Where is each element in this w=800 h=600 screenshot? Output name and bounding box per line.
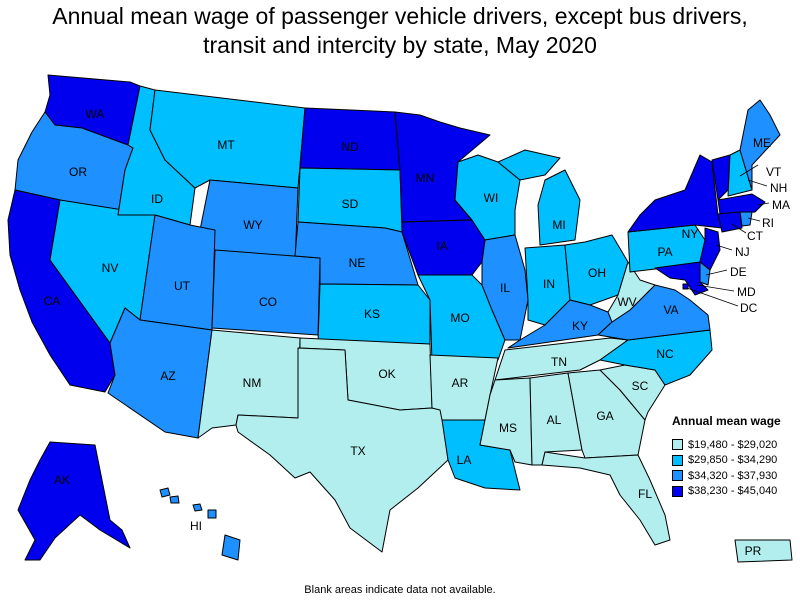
- state-label-la: LA: [457, 453, 472, 467]
- state-label-oh: OH: [588, 266, 606, 280]
- state-label-nh: NH: [770, 181, 787, 195]
- state-label-mn: MN: [416, 171, 435, 185]
- state-label-sd: SD: [342, 197, 359, 211]
- state-label-ia: IA: [436, 239, 447, 253]
- legend-item-1: $19,480 - $29,020: [672, 437, 800, 453]
- state-label-fl: FL: [638, 487, 652, 501]
- state-label-de: DE: [730, 265, 747, 279]
- state-label-va: VA: [663, 303, 678, 317]
- state-me[interactable]: [739, 99, 781, 191]
- legend-label-1: $19,480 - $29,020: [688, 438, 778, 451]
- state-label-in: IN: [543, 277, 555, 291]
- legend-item-3: $34,320 - $37,930: [672, 468, 800, 484]
- state-label-nm: NM: [243, 376, 262, 390]
- legend-label-4: $38,230 - $45,040: [688, 485, 778, 498]
- legend-swatch-1: [672, 439, 683, 451]
- state-labels: WA OR CA NV ID MT WY UT AZ CO NM ND SD N…: [44, 107, 790, 558]
- legend-title: Annual mean wage: [672, 414, 781, 428]
- legend-item-4: $38,230 - $45,040: [672, 484, 800, 500]
- state-label-ri: RI: [762, 216, 774, 230]
- state-ma[interactable]: [717, 193, 766, 215]
- state-label-az: AZ: [160, 369, 175, 383]
- footnote: Blank areas indicate data not available.: [304, 584, 496, 596]
- state-label-nd: ND: [341, 140, 359, 154]
- state-co[interactable]: [211, 249, 321, 336]
- state-label-mt: MT: [217, 138, 235, 152]
- state-tx[interactable]: [235, 347, 449, 553]
- state-ak[interactable]: [17, 441, 131, 561]
- state-hi[interactable]: [159, 487, 241, 561]
- state-nd[interactable]: [299, 107, 401, 171]
- state-md[interactable]: [654, 261, 709, 296]
- state-label-ma: MA: [772, 198, 790, 212]
- state-nc[interactable]: [599, 329, 713, 386]
- state-label-md: MD: [737, 285, 756, 299]
- state-label-mi: MI: [552, 218, 565, 232]
- state-ct[interactable]: [717, 211, 743, 233]
- state-label-vt: VT: [766, 165, 782, 179]
- state-label-tx: TX: [350, 444, 365, 458]
- map-title-line-1: Annual mean wage of passenger vehicle dr…: [52, 3, 748, 29]
- state-label-nj: NJ: [735, 245, 750, 259]
- state-nj[interactable]: [699, 227, 721, 271]
- state-label-or: OR: [69, 165, 87, 179]
- states-layer: [7, 74, 793, 563]
- state-label-ky: KY: [572, 319, 588, 333]
- state-ks[interactable]: [317, 283, 431, 345]
- state-label-wi: WI: [484, 191, 499, 205]
- map-title: Annual mean wage of passenger vehicle dr…: [0, 2, 800, 60]
- legend-label-3: $34,320 - $37,930: [688, 469, 778, 482]
- state-mi[interactable]: [497, 149, 581, 246]
- state-label-ks: KS: [364, 307, 380, 321]
- state-label-ok: OK: [378, 367, 395, 381]
- label-leader-lines: [686, 164, 770, 307]
- state-label-nv: NV: [102, 261, 119, 275]
- state-label-ar: AR: [452, 376, 469, 390]
- state-fl[interactable]: [541, 451, 671, 546]
- state-ri[interactable]: [739, 211, 753, 227]
- state-label-pr: PR: [745, 544, 762, 558]
- state-label-ak: AK: [54, 473, 70, 487]
- state-label-me: ME: [753, 136, 771, 150]
- legend-label-2: $29,850 - $34,290: [688, 454, 778, 467]
- state-il[interactable]: [481, 234, 529, 341]
- state-pr[interactable]: [734, 539, 793, 563]
- state-label-id: ID: [151, 192, 163, 206]
- state-label-tn: TN: [551, 355, 567, 369]
- state-label-nc: NC: [656, 347, 674, 361]
- legend-item-2: $29,850 - $34,290: [672, 453, 800, 469]
- state-label-il: IL: [500, 281, 510, 295]
- state-label-ga: GA: [596, 409, 613, 423]
- state-label-ut: UT: [174, 279, 191, 293]
- state-dc[interactable]: [682, 283, 689, 290]
- state-label-hi: HI: [190, 519, 202, 533]
- legend-swatch-3: [672, 470, 683, 482]
- state-wi[interactable]: [454, 154, 521, 241]
- state-label-mo: MO: [450, 311, 469, 325]
- state-label-ne: NE: [349, 256, 366, 270]
- legend-swatch-4: [672, 485, 683, 497]
- state-label-co: CO: [259, 295, 277, 309]
- map-legend: Annual mean wage $19,480 - $29,020 $29,8…: [672, 414, 800, 499]
- state-label-ny: NY: [682, 227, 699, 241]
- legend-swatch-2: [672, 454, 683, 466]
- state-label-dc: DC: [740, 301, 758, 315]
- state-label-sc: SC: [632, 379, 649, 393]
- state-label-pa: PA: [657, 245, 672, 259]
- state-label-ms: MS: [499, 421, 517, 435]
- state-label-wv: WV: [617, 295, 636, 309]
- state-ny[interactable]: [627, 154, 723, 233]
- state-label-ca: CA: [44, 294, 61, 308]
- state-label-al: AL: [547, 413, 562, 427]
- state-label-wa: WA: [86, 107, 105, 121]
- state-label-wy: WY: [243, 218, 262, 232]
- map-title-line-2: transit and intercity by state, May 2020: [203, 32, 597, 58]
- state-label-ct: CT: [747, 229, 764, 243]
